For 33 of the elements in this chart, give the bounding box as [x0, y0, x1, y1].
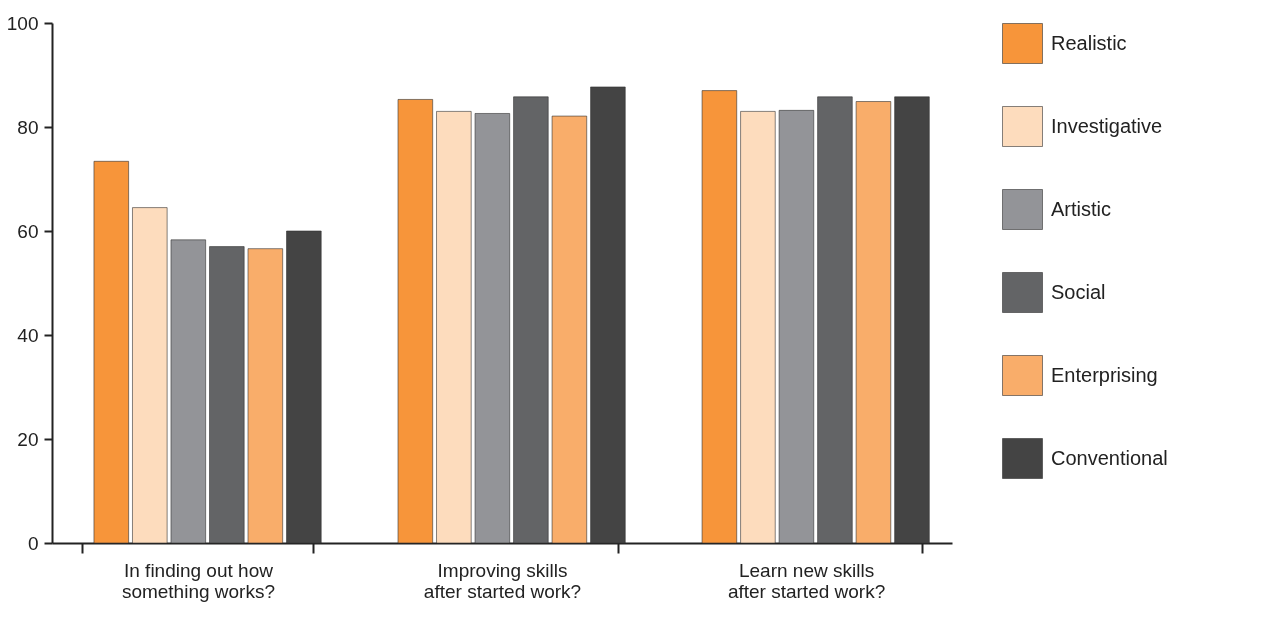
legend-label: Conventional: [1051, 446, 1168, 469]
x-tick-label: In finding out how something works?: [121, 559, 276, 602]
x-tick-label: Improving skills after started work?: [423, 559, 582, 602]
y-tick-label: 0: [27, 532, 39, 554]
bar: [93, 161, 129, 544]
y-tick-label: 100: [6, 12, 39, 34]
y-tick-label: 40: [17, 324, 39, 346]
legend-label: Investigative: [1051, 114, 1163, 137]
bar: [474, 113, 510, 544]
bar: [209, 246, 245, 544]
y-tick-label: 80: [17, 116, 39, 138]
bar: [436, 111, 472, 544]
y-tick-label: 20: [17, 428, 39, 450]
bar: [590, 86, 626, 544]
bar: [286, 230, 322, 544]
bar: [894, 96, 930, 544]
bar: [855, 101, 892, 544]
legend-label: Artistic: [1051, 197, 1111, 220]
bar: [513, 96, 549, 544]
x-tick-label: Learn new skills after started work?: [727, 559, 886, 602]
bar: [170, 239, 206, 544]
bar: [701, 90, 738, 544]
legend-label: Enterprising: [1051, 363, 1158, 386]
bar: [817, 96, 853, 544]
bar: [740, 111, 776, 544]
y-tick-label: 60: [17, 220, 39, 242]
legend-label: Realistic: [1051, 31, 1127, 54]
bar: [551, 115, 588, 544]
legend-label: Social: [1051, 280, 1106, 303]
bar: [397, 99, 433, 544]
bar: [247, 248, 283, 544]
bar: [132, 207, 168, 544]
bar: [778, 110, 815, 544]
